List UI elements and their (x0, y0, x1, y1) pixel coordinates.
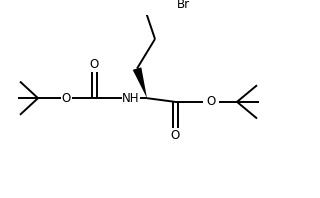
Text: O: O (61, 92, 71, 105)
Text: O: O (170, 129, 180, 142)
Text: Br: Br (177, 0, 190, 11)
Text: NH: NH (122, 92, 140, 105)
Text: O: O (89, 58, 99, 71)
Text: O: O (206, 95, 216, 108)
Polygon shape (133, 67, 147, 98)
